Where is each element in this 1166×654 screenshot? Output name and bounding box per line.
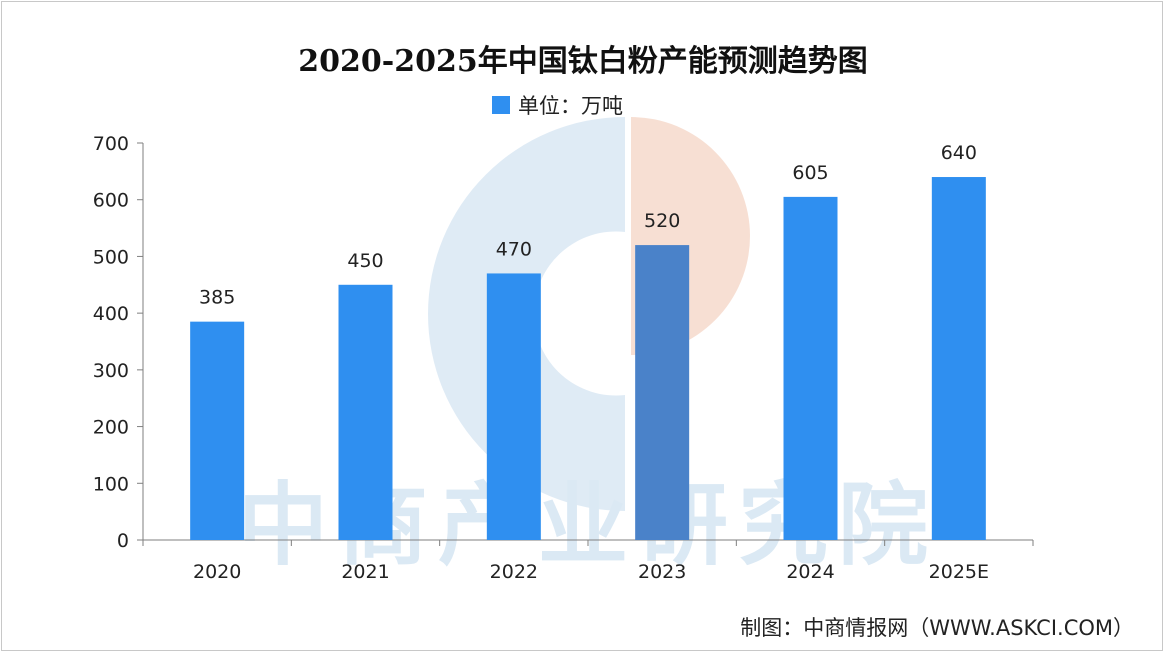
y-tick-label: 700 xyxy=(93,133,129,155)
data-label-2024: 605 xyxy=(792,162,828,184)
x-tick-label: 2024 xyxy=(786,561,834,583)
data-label-2025E: 640 xyxy=(941,142,977,164)
legend-swatch xyxy=(492,96,510,114)
labels: 385 2020 450 2021 470 2022 520 2023 605 2024 640 20… xyxy=(193,142,989,583)
bars xyxy=(190,177,986,541)
y-tick-label: 500 xyxy=(93,246,129,268)
data-label-2022: 470 xyxy=(496,238,532,260)
data-label-2023: 520 xyxy=(644,210,680,232)
legend: 单位：万吨 xyxy=(492,92,623,118)
data-label-2020: 385 xyxy=(199,287,235,309)
y-tick-label: 100 xyxy=(93,473,129,495)
bar-2021 xyxy=(338,284,393,540)
x-tick-label: 2021 xyxy=(341,561,389,583)
y-tick-label: 600 xyxy=(93,190,129,212)
legend-label: 单位：万吨 xyxy=(518,94,623,118)
x-tick-label: 2022 xyxy=(490,561,538,583)
y-tick-label: 0 xyxy=(117,530,129,552)
bar-2022 xyxy=(486,273,541,540)
x-tick-label: 2025E xyxy=(929,561,989,583)
x-tick-label: 2023 xyxy=(638,561,686,583)
y-tick-label: 200 xyxy=(93,417,129,439)
y-tick-label: 400 xyxy=(93,303,129,325)
y-tick-label: 300 xyxy=(93,360,129,382)
data-label-2021: 450 xyxy=(347,250,383,272)
bar-2024 xyxy=(783,196,838,540)
bar-2023 xyxy=(635,245,690,541)
bar-2020 xyxy=(190,321,245,540)
chart-title: 2020-2025年中国钛白粉产能预测趋势图 xyxy=(298,44,868,79)
source-note: 制图：中商情报网（WWW.ASKCI.COM） xyxy=(740,616,1134,640)
axes: 0 100 200 300 400 500 600 700 xyxy=(93,133,1034,552)
bar-2025E xyxy=(931,177,986,540)
x-tick-label: 2020 xyxy=(193,561,241,583)
